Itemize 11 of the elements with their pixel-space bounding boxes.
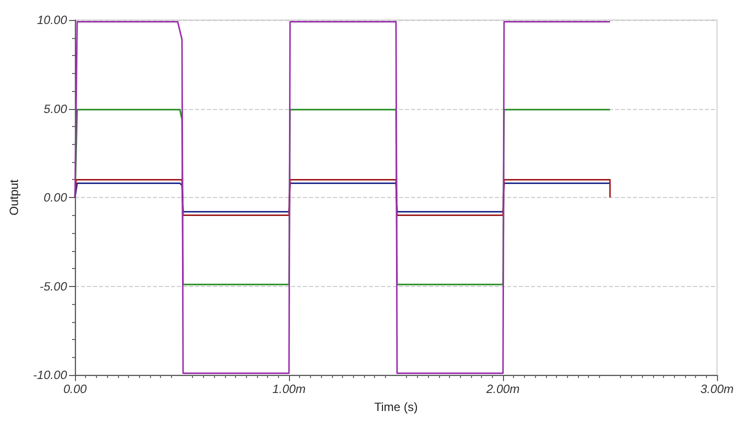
y-tick-label: 10.00 [36, 13, 68, 27]
x-tick-label: 2.00m [485, 382, 520, 396]
x-tick-label: 0.00 [63, 382, 87, 396]
y-tick-label: 5.00 [44, 102, 68, 116]
x-axis-title: Time (s) [374, 400, 418, 414]
y-tick-label: 0.00 [44, 190, 68, 204]
y-axis-title: Output [7, 178, 21, 216]
x-tick-label: 1.00m [272, 382, 306, 396]
y-tick-label: -10.00 [32, 368, 68, 382]
x-tick-label: 3.00m [700, 382, 734, 396]
y-tick-label: -5.00 [40, 279, 68, 294]
